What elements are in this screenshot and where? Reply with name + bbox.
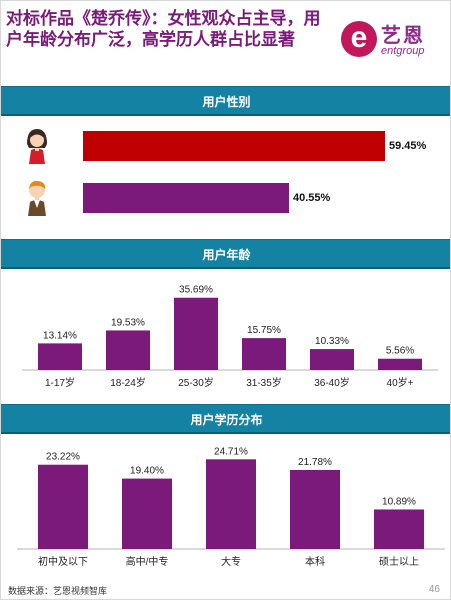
data-label: 19.53%	[111, 317, 145, 328]
category-label: 初中及以下	[38, 555, 88, 568]
category-label: 18-24岁	[110, 376, 146, 389]
category-label: 36-40岁	[314, 376, 350, 389]
gender-row-female: 59.45%	[1, 126, 450, 166]
category-label: 高中/中专	[126, 555, 169, 568]
logo-english: entgroup	[381, 45, 425, 57]
category-label: 1-17岁	[45, 376, 75, 389]
female-bar	[83, 131, 385, 161]
category-label: 大专	[221, 555, 241, 568]
bar	[122, 478, 172, 549]
data-label: 21.78%	[298, 457, 332, 468]
bar	[374, 509, 424, 549]
data-label: 5.56%	[386, 346, 414, 357]
category-label: 硕士以上	[379, 555, 419, 568]
page-number: 46	[428, 584, 440, 595]
male-value: 40.55%	[292, 192, 331, 204]
data-label: 35.69%	[179, 285, 213, 296]
section-header-gender: 用户性别	[1, 86, 450, 116]
age-bar-chart: 13.14% 1-17岁 19.53% 18-24岁 35.69% 25-30岁 15.75…	[22, 285, 438, 389]
data-label: 13.14%	[43, 330, 77, 341]
bar	[242, 338, 286, 370]
male-bar	[83, 183, 289, 213]
female-value: 59.45%	[389, 140, 427, 152]
category-label: 31-35岁	[246, 376, 282, 389]
bar	[106, 330, 150, 370]
bar	[310, 349, 354, 370]
bar	[206, 459, 256, 549]
data-label: 19.40%	[130, 466, 164, 477]
entgroup-logo: e 艺恩 entgroup	[341, 19, 447, 63]
gender-row-male: 40.55%	[1, 178, 450, 218]
data-label: 10.89%	[382, 496, 416, 507]
category-label: 25-30岁	[178, 376, 214, 389]
male-user-icon	[28, 180, 46, 216]
bar	[38, 464, 88, 549]
data-label: 24.71%	[214, 446, 248, 457]
section-header-age: 用户年龄	[1, 239, 450, 269]
page-title: 对标作品《楚乔传》：女性观众占主导，用户年龄分布广泛，高学历人群占比显著	[6, 9, 321, 50]
bar	[290, 469, 340, 549]
bar	[38, 343, 82, 370]
education-bar-chart: 23.22% 初中及以下 19.40% 高中/中专 24.71% 大专 21.78% 本科 10…	[17, 446, 445, 568]
bar	[174, 297, 218, 370]
data-source: 数据来源：艺恩视频智库	[8, 587, 108, 597]
logo-chinese: 艺恩	[381, 23, 425, 47]
data-label: 15.75%	[247, 325, 281, 336]
data-label: 23.22%	[46, 452, 80, 463]
bar	[378, 358, 422, 370]
category-label: 40岁+	[387, 376, 414, 389]
female-user-icon	[27, 129, 47, 164]
logo-mark: e	[341, 21, 377, 57]
data-label: 10.33%	[315, 336, 349, 347]
category-label: 本科	[305, 555, 325, 568]
section-header-education: 用户学历分布	[1, 404, 450, 434]
